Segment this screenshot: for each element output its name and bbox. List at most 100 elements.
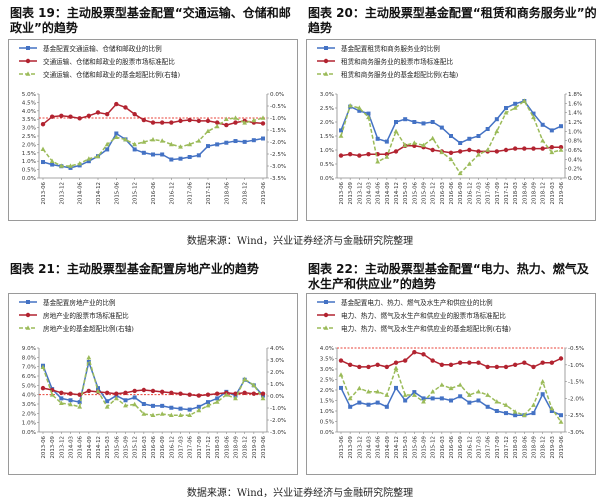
legend-3-label: 租赁和商务服务业的基金超配比例(右轴) <box>341 70 459 79</box>
series-2-point <box>393 360 399 365</box>
series-2-point <box>430 358 435 363</box>
series-3-point <box>86 355 92 360</box>
series-3-point <box>338 133 344 138</box>
series-2-point <box>59 390 64 395</box>
series-2-point <box>512 146 518 151</box>
y-left-tick-label: 0.0% <box>22 430 36 436</box>
x-tick-label: 2014-12 <box>96 182 102 205</box>
x-tick-label: 2016-12 <box>467 182 473 205</box>
series-3-point <box>150 137 156 142</box>
series-3-point <box>521 98 527 103</box>
series-1-point <box>251 138 256 143</box>
x-tick-label: 2017-06 <box>486 181 492 204</box>
legend-1-marker <box>324 300 328 304</box>
x-tick-label: 2015-12 <box>431 436 437 459</box>
series-1-point <box>160 403 165 408</box>
series-1-point <box>531 111 536 116</box>
series-3-point <box>178 412 183 417</box>
series-1-point <box>384 404 389 409</box>
series-3-point <box>421 399 426 404</box>
series-3-point <box>49 158 55 163</box>
series-3-point <box>40 146 46 151</box>
series-3-point <box>439 382 445 387</box>
series-2-point <box>40 385 46 391</box>
series-3-point <box>393 128 399 134</box>
series-2-point <box>448 150 454 155</box>
series-2-point <box>522 360 527 365</box>
x-tick-label: 2017-03 <box>179 436 185 459</box>
series-2-point <box>77 392 82 397</box>
series-1-point <box>476 134 481 138</box>
series-3-point <box>86 156 92 161</box>
y-left-tick-label: 5.0% <box>22 383 36 389</box>
series-2-point <box>40 122 46 127</box>
series-3-point <box>393 365 399 370</box>
series-2-point <box>260 391 266 396</box>
series-2-point <box>338 358 344 363</box>
series-2-point <box>402 358 408 363</box>
source-note-bottom: 数据来源：Wind，兴业证券经济与金融研究院整理 <box>186 488 414 499</box>
series-3-point <box>196 138 202 143</box>
x-tick-label: 2018-03 <box>513 182 519 205</box>
series-3-point <box>366 114 371 120</box>
x-tick-label: 2019-03 <box>550 182 556 205</box>
series-3-point <box>104 141 110 147</box>
series-2-point <box>393 149 399 154</box>
series-1-point <box>430 120 435 124</box>
series-1-point <box>403 117 408 122</box>
x-tick-label: 2019-06 <box>559 435 565 458</box>
series-3-point <box>68 401 73 407</box>
chart-21-title: 图表 21：主动股票型基金配置房地产业的趋势 <box>10 262 259 276</box>
series-1-point <box>160 152 165 157</box>
chart-axes: 0.0% 0.5% 1.0% 1.5% 2.0% 2.5% 3.0% 3.5% 4.0% 4.5%… <box>22 92 286 205</box>
series-2-point <box>558 145 564 150</box>
series-2-point <box>503 364 509 370</box>
x-tick-label: 2016-09 <box>160 435 166 458</box>
series-3-point <box>168 141 174 147</box>
series-1-point <box>494 117 499 122</box>
series-2-point <box>357 153 362 158</box>
series-2-point <box>132 388 137 394</box>
chart-20-svg: 基金配置租赁和商务服务业的比例租赁和商务服务业的股票市场标准配比租赁和商务服务业… <box>317 44 582 205</box>
series-1-point <box>86 159 91 164</box>
series-3-point <box>187 141 193 147</box>
series-1-point <box>59 396 64 401</box>
legend-2-marker <box>323 58 329 64</box>
series-3-point <box>251 382 257 387</box>
series-1-point <box>68 165 73 170</box>
series-3-point <box>540 379 546 384</box>
series-2-point <box>68 391 73 396</box>
series-2-point <box>357 364 362 370</box>
series-3-point <box>521 412 527 417</box>
y-left-tick-label: 5.0% <box>22 92 36 98</box>
y-left-tick-label: 0.5% <box>320 162 334 168</box>
series-2 <box>338 350 564 370</box>
y-right-tick-label: 1.0% <box>270 382 284 388</box>
series-2-point <box>150 120 156 125</box>
series-1-point <box>504 411 508 416</box>
series-1-point <box>467 400 472 405</box>
series-1-point <box>366 402 371 407</box>
x-tick-label: 2016-03 <box>142 436 148 459</box>
series-1-point <box>439 125 444 130</box>
series-3-point <box>439 149 445 155</box>
y-right-tick-label: -1.0% <box>270 406 286 412</box>
chart-axes: 0.0% 1.0% 2.0% 3.0% 4.0% 5.0% 6.0% 7.0% 8.0% 9.0%… <box>22 346 286 459</box>
series-1-point <box>77 400 82 405</box>
y-left-tick-label: 2.0% <box>22 411 36 417</box>
x-tick-label: 2016-09 <box>458 181 464 204</box>
series-3-point <box>260 395 266 401</box>
series-1-point <box>513 413 518 418</box>
y-left-tick-label: 3.5% <box>22 117 36 123</box>
series-2-point <box>205 392 211 397</box>
x-tick-label: 2013-12 <box>357 436 363 459</box>
series-1-point <box>196 153 201 158</box>
series-2-point <box>159 120 165 125</box>
x-tick-label: 2015-12 <box>133 436 139 459</box>
x-tick-label: 2013-06 <box>41 181 47 204</box>
y-right-tick-label: -1.5% <box>270 128 286 134</box>
series-3-point <box>95 153 101 159</box>
series-1-point <box>449 134 453 138</box>
y-left-tick-label: 0.0% <box>22 176 36 182</box>
x-tick-label: 2019-06 <box>261 181 267 204</box>
